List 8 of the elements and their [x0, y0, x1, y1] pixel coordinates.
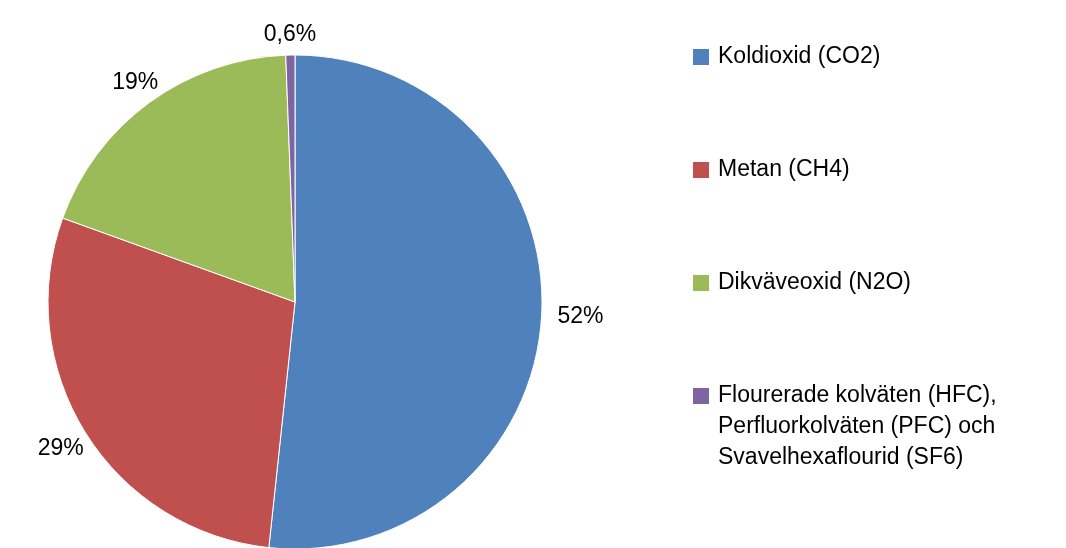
data-label: 19% [112, 68, 159, 95]
legend-label: Metan (CH4) [718, 155, 850, 182]
data-label: 52% [557, 302, 604, 329]
legend-label: Dikväveoxid (N2O) [718, 268, 911, 295]
legend-label: Koldioxid (CO2) [718, 42, 881, 69]
data-label: 0,6% [263, 20, 317, 47]
data-label: 29% [37, 433, 84, 460]
legend-label: Flourerade kolväten (HFC), Perfluorkolväten (PFC) och Svavelhexaflourid (SF6) [718, 381, 997, 470]
